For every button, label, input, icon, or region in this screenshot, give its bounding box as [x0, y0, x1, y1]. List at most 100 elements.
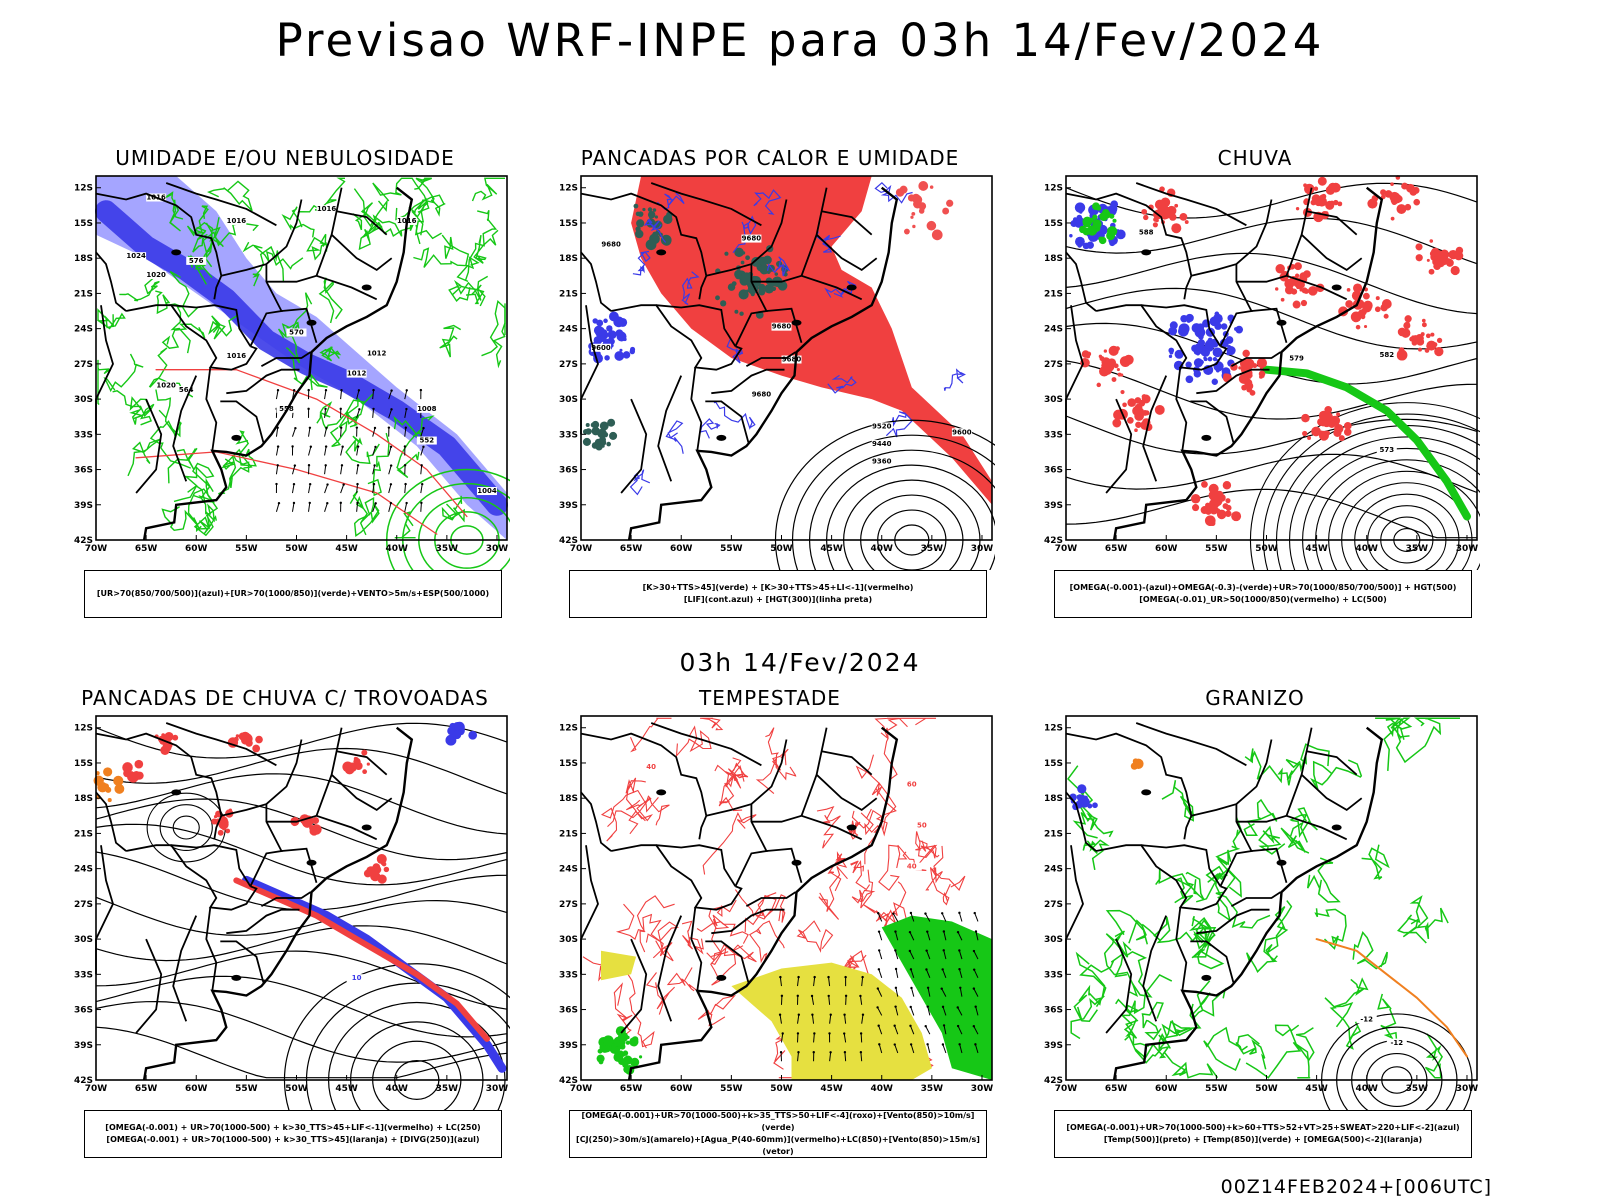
water-vapor-contour: [666, 967, 699, 992]
rain-red: [1222, 503, 1229, 509]
rain-red: [1415, 243, 1423, 251]
state-border: [135, 398, 163, 494]
wind850-vector: [797, 977, 800, 987]
humidity-green-contour: [281, 206, 315, 238]
state-border: [165, 182, 277, 227]
wind-vector: [372, 427, 376, 437]
humidity-green-contour: [186, 225, 208, 253]
wind850-vector: [910, 1044, 915, 1054]
temp850-contour: [1070, 951, 1106, 1040]
rain-red: [1108, 345, 1119, 356]
legend-caption: [OMEGA(-0.001)+UR>70(1000-500)+k>60+TTS>…: [1054, 1110, 1472, 1158]
wind-vector-head: [308, 426, 312, 429]
lat-tick-label: 24S: [559, 325, 578, 335]
wind850-vector-head: [973, 911, 976, 915]
state-border: [580, 791, 612, 852]
lon-tick-label: 40W: [386, 544, 409, 554]
state-border: [95, 251, 127, 312]
rain-red: [1355, 324, 1361, 330]
wind-vector: [356, 465, 359, 475]
wind-vector-head: [372, 388, 375, 392]
wind850-vector: [958, 912, 963, 922]
plot-frame: [95, 175, 508, 541]
wind-vector: [404, 427, 407, 437]
wind850-vector: [844, 1014, 847, 1024]
omega-blue: [1213, 313, 1223, 324]
state-border: [657, 915, 683, 1022]
wind850-vector-head: [876, 1006, 879, 1009]
contour-label-bg: [781, 355, 802, 364]
wind850-vector: [959, 987, 963, 997]
thunder-red: [235, 734, 240, 738]
lon-tick-label: 45W: [820, 544, 843, 554]
wind850-vector: [861, 977, 864, 987]
lon-tick-label: 65W: [135, 1084, 158, 1094]
rain-red: [1313, 186, 1319, 191]
lat-tick-label: 42S: [1044, 536, 1063, 546]
lat-tick-label: 42S: [559, 1076, 578, 1086]
rain-red: [1336, 412, 1341, 417]
omega-blue: [1196, 323, 1205, 331]
rain-red: [1138, 405, 1143, 410]
state-border: [1300, 774, 1363, 811]
thunder-red: [309, 826, 319, 836]
wind850-vector: [878, 1025, 883, 1035]
humidity-green-contour: [492, 303, 506, 369]
rain-red: [1343, 428, 1352, 436]
contour-label: 552: [419, 437, 434, 445]
instability-blue: [596, 319, 604, 327]
instability-teal: [652, 208, 657, 212]
coastline: [1112, 726, 1384, 1081]
thunder-orange: [97, 782, 108, 793]
lat-tick-label: 24S: [74, 325, 93, 335]
water-vapor-contour: [827, 851, 848, 892]
temp850-contour: [1395, 717, 1442, 764]
rain-red: [1086, 351, 1092, 357]
instability-blue: [622, 351, 631, 359]
omega-blue: [1168, 347, 1175, 354]
omega-blue: [1168, 326, 1178, 336]
lifted-index-contour: [643, 218, 667, 243]
rain-red: [1192, 504, 1200, 512]
rain-red: [1225, 498, 1231, 504]
wind850-vector: [780, 1033, 784, 1043]
omega-green: [1106, 231, 1115, 241]
lat-tick-label: 24S: [1044, 325, 1063, 335]
coastline: [142, 726, 414, 1081]
instability-red-spot: [926, 220, 937, 231]
state-border: [1142, 915, 1168, 1022]
lake-marker: [1331, 284, 1342, 291]
wind850-vector-head: [861, 1013, 865, 1016]
rain-red: [1413, 198, 1421, 206]
wind850-vector: [844, 1052, 847, 1062]
thunder-red: [361, 749, 368, 756]
temp850-contour: [1244, 748, 1292, 786]
humidity-green-contour: [252, 245, 285, 287]
wind850-vector: [959, 1044, 963, 1054]
lon-tick-label: 70W: [1055, 544, 1078, 554]
lon-tick-label: 65W: [620, 544, 643, 554]
omega-green: [1112, 218, 1117, 223]
humidity-green-contour: [439, 324, 462, 358]
wind-vector: [324, 503, 328, 512]
rain-red: [1404, 315, 1412, 323]
contour-label-bg: [1136, 228, 1157, 237]
state-border: [1191, 739, 1273, 817]
wind850-green-spot: [623, 1067, 630, 1073]
water-vapor-contour: [607, 796, 670, 827]
lake-marker: [1331, 824, 1342, 831]
map-pancadas-calor: 9680 9680 9680 9680 9680 9600 9520 9440 9360 9600…: [559, 175, 995, 570]
rain-red: [1429, 250, 1436, 257]
state-border: [125, 304, 258, 371]
lon-tick-label: 60W: [185, 1084, 208, 1094]
instability-red-spot: [911, 211, 916, 216]
lon-tick-label: 55W: [235, 1084, 258, 1094]
wind-vector: [388, 390, 393, 400]
wind-vector: [356, 409, 360, 419]
humidity-green-contour: [353, 188, 388, 228]
lc250-vortex: [159, 804, 213, 851]
state-border: [95, 192, 223, 300]
lat-tick-label: 21S: [1044, 829, 1063, 839]
wind850-vector: [877, 988, 883, 997]
lat-tick-label: 12S: [74, 724, 93, 734]
